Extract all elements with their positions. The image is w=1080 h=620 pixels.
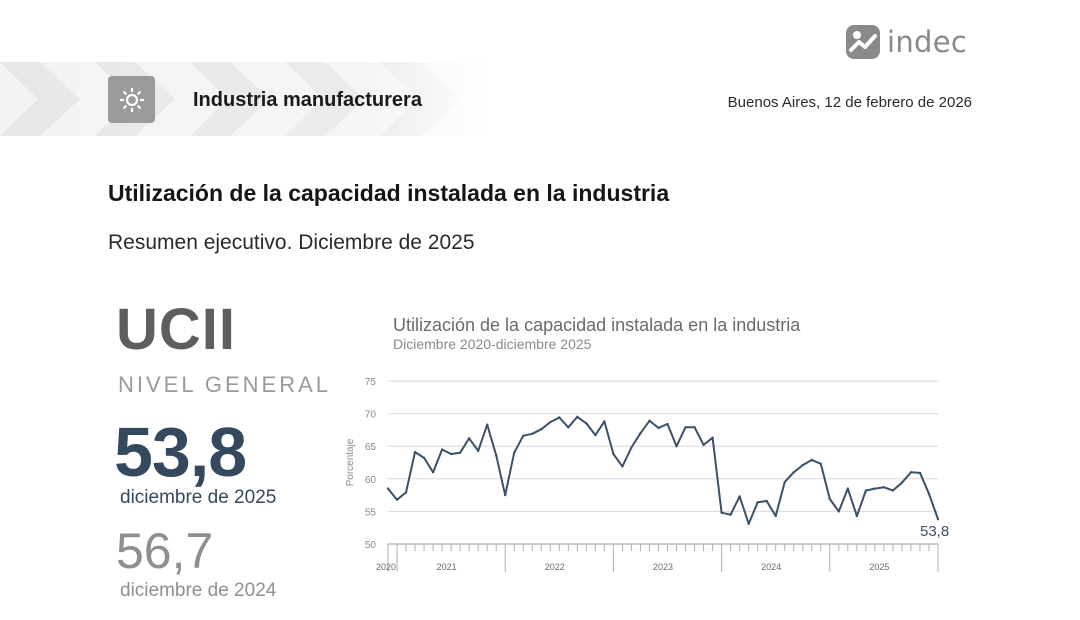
data-point: [540, 428, 543, 431]
data-point: [855, 514, 859, 518]
data-point: [603, 420, 606, 423]
report-subtitle: Resumen ejecutivo. Diciembre de 2025: [108, 231, 475, 254]
kpi-current-date: diciembre de 2025: [120, 487, 277, 508]
data-point: [386, 487, 390, 490]
data-point: [467, 437, 471, 440]
data-point: [891, 489, 895, 492]
y-tick-label: 65: [365, 442, 377, 453]
data-point: [630, 446, 633, 449]
data-point: [828, 497, 832, 501]
data-point: [594, 433, 597, 437]
data-point: [702, 443, 705, 447]
data-point: [567, 426, 570, 429]
x-year-label: 2022: [545, 562, 565, 572]
data-point: [675, 445, 678, 448]
data-point: [882, 486, 886, 489]
kpi-level-label: NIVEL GENERAL: [118, 372, 332, 397]
data-point: [612, 452, 615, 456]
data-point: [693, 426, 696, 429]
data-point: [585, 422, 588, 425]
indec-logo-icon: [846, 25, 880, 59]
data-point: [476, 449, 480, 452]
data-point: [485, 423, 489, 426]
data-point: [810, 458, 813, 462]
data-point: [900, 481, 904, 484]
data-point: [711, 436, 714, 439]
y-axis-label: Porcentaje: [345, 438, 356, 486]
y-tick-label: 60: [365, 475, 377, 486]
x-year-label: 2024: [761, 562, 781, 572]
series-line: [387, 415, 939, 525]
x-year-label: 2025: [869, 562, 889, 572]
data-point: [936, 518, 940, 521]
chart-subtitle: Diciembre 2020-diciembre 2025: [393, 336, 592, 352]
gear-icon: [119, 87, 144, 112]
data-point: [927, 492, 931, 495]
data-point: [513, 451, 516, 454]
data-point: [404, 491, 408, 494]
data-point: [576, 415, 579, 419]
publication-date: Buenos Aires, 12 de febrero de 2026: [727, 94, 972, 111]
data-point: [720, 511, 723, 514]
y-tick-label: 75: [365, 377, 377, 388]
end-value-label: 53,8: [920, 523, 949, 540]
data-point: [729, 513, 732, 516]
data-point: [531, 432, 534, 436]
data-point: [864, 489, 868, 492]
data-point: [395, 498, 399, 501]
section-icon-box: [108, 76, 155, 123]
kpi-current-value: 53,8: [114, 413, 247, 491]
data-point: [738, 495, 741, 498]
data-point: [873, 487, 877, 490]
data-point: [494, 454, 498, 457]
data-point: [431, 471, 435, 474]
x-year-label: 2023: [653, 562, 673, 572]
y-tick-label: 55: [365, 507, 377, 518]
data-point: [522, 434, 525, 437]
data-point: [648, 419, 651, 422]
data-point: [621, 465, 624, 468]
data-point: [756, 501, 759, 504]
data-point: [792, 471, 795, 474]
data-point: [684, 426, 687, 429]
kpi-title: UCII: [116, 297, 236, 362]
brand-logo: indec: [845, 24, 967, 60]
data-point: [413, 450, 417, 454]
data-point: [774, 514, 777, 518]
data-point: [909, 471, 913, 474]
data-point: [422, 456, 426, 460]
data-point: [504, 493, 507, 497]
data-point: [449, 452, 453, 456]
x-year-label: 2021: [437, 562, 457, 572]
data-point: [801, 463, 804, 467]
data-point: [747, 522, 750, 525]
data-point: [666, 422, 669, 426]
chart-title: Utilización de la capacidad instalada en…: [393, 315, 801, 335]
data-point: [819, 462, 822, 466]
section-title: Industria manufacturera: [193, 89, 422, 111]
kpi-previous-value: 56,7: [116, 523, 214, 579]
y-tick-label: 70: [365, 410, 377, 421]
data-point: [837, 510, 841, 513]
report-title: Utilización de la capacidad instalada en…: [108, 180, 670, 206]
data-point: [558, 416, 561, 419]
brand-name: indec: [887, 25, 968, 59]
data-point: [783, 480, 786, 484]
data-point: [639, 431, 642, 435]
data-point: [458, 451, 462, 454]
data-point: [765, 499, 768, 503]
data-point: [657, 426, 660, 430]
data-point: [440, 448, 444, 451]
x-year-label: 2020: [376, 562, 396, 572]
data-point: [549, 420, 552, 424]
data-point: [918, 471, 922, 475]
y-tick-label: 50: [365, 540, 377, 551]
data-point: [846, 487, 850, 490]
kpi-previous-date: diciembre de 2024: [120, 580, 277, 601]
